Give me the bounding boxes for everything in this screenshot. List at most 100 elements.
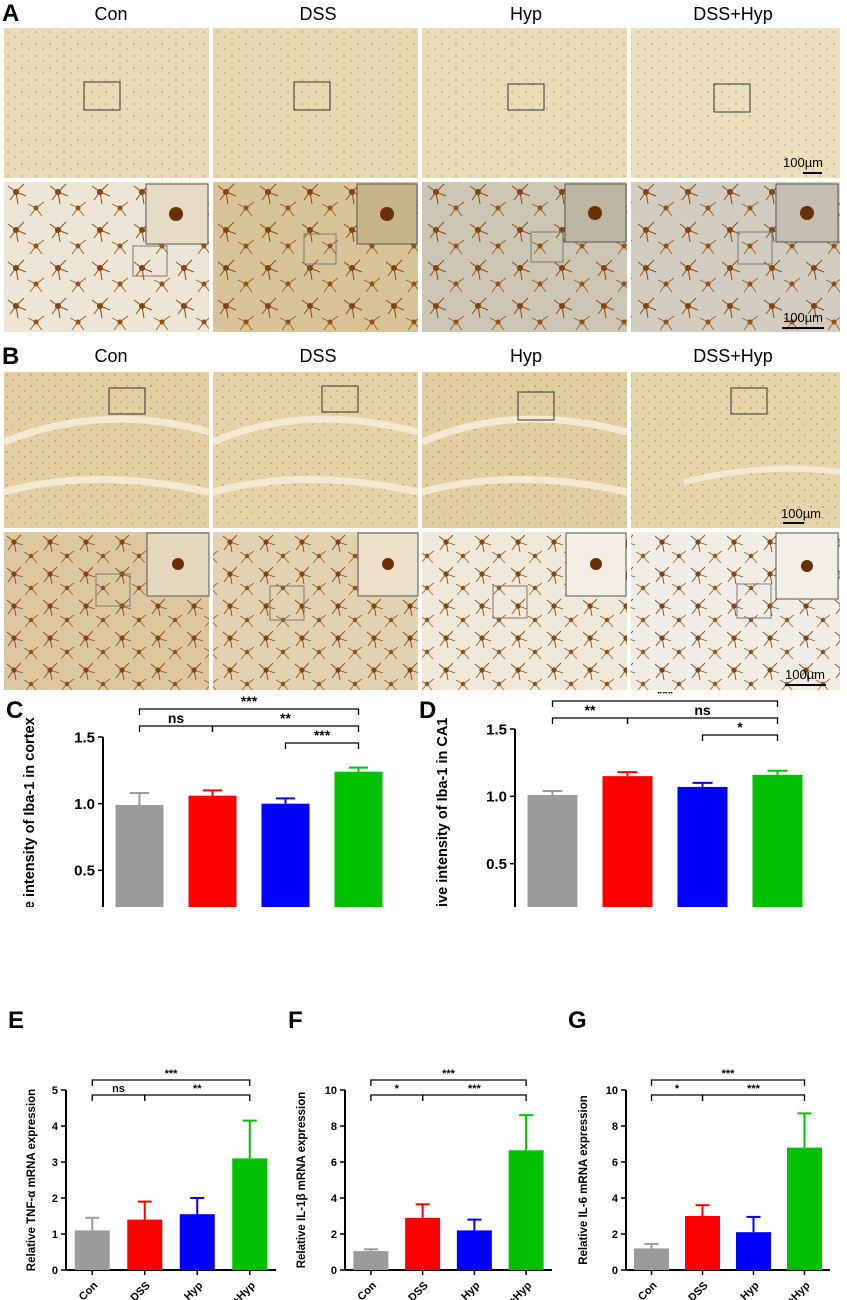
x-tick-label: Hyp bbox=[738, 1279, 761, 1300]
y-axis-label: Relative intensity of Iba-1 in CA1 bbox=[435, 718, 451, 907]
y-tick-label: 0 bbox=[331, 1265, 337, 1277]
significance-bracket bbox=[421, 1094, 527, 1101]
y-tick-label: 1.0 bbox=[74, 796, 95, 813]
significance-label: ** bbox=[280, 710, 291, 726]
significance-label: *** bbox=[241, 693, 258, 709]
significance-bracket bbox=[370, 1079, 527, 1086]
x-tick-label: DSS bbox=[406, 1280, 430, 1300]
x-tick-label: DSS+Hyp bbox=[491, 1279, 535, 1300]
bar-e-1 bbox=[127, 1219, 163, 1270]
chart-f: F 0 2 4 6 8 10 Relative IL-1β mRNA expression Co… bbox=[288, 1007, 552, 1300]
significance-label: ** bbox=[193, 1083, 202, 1095]
panel-b-scalebar-top: 100µm bbox=[781, 506, 822, 521]
panel-b-label-con: Con bbox=[94, 346, 128, 366]
bar-f-0 bbox=[353, 1251, 389, 1270]
panel-b-label-dsshyp: DSS+Hyp bbox=[693, 346, 773, 366]
significance-label: *** bbox=[314, 727, 331, 743]
y-tick-label: 1.5 bbox=[74, 729, 95, 746]
y-tick-label: 1 bbox=[52, 1229, 58, 1241]
bar-e-3 bbox=[232, 1158, 268, 1270]
significance-bracket bbox=[144, 1094, 251, 1101]
x-tick-label: DSS+Hyp bbox=[214, 1279, 258, 1300]
panel-a-label-hyp: Hyp bbox=[509, 4, 542, 24]
bar-f-3 bbox=[508, 1150, 544, 1270]
panel-a-micrographs: 100µm 100µm bbox=[4, 28, 840, 332]
significance-label: * bbox=[395, 1083, 400, 1095]
significance-label: *** bbox=[747, 1083, 761, 1095]
significance-label: ns bbox=[168, 710, 185, 726]
y-axis-label: Relative IL-1β mRNA expression bbox=[296, 1092, 308, 1269]
significance-label: * bbox=[675, 1083, 680, 1095]
panel-b-bottom-row bbox=[4, 522, 840, 690]
significance-label: *** bbox=[657, 692, 674, 701]
panel-b-label-dss: DSS bbox=[299, 346, 337, 366]
panel-b-top-row bbox=[4, 372, 840, 528]
y-tick-label: 2 bbox=[331, 1229, 337, 1241]
significance-bracket bbox=[650, 1094, 704, 1101]
bar-c-2 bbox=[261, 803, 310, 907]
significance-bracket bbox=[91, 1094, 146, 1101]
panel-letter-e: E bbox=[8, 1007, 24, 1034]
x-tick-label: DSS bbox=[686, 1280, 710, 1300]
significance-bracket bbox=[138, 725, 214, 732]
panel-a-label-dsshyp: DSS+Hyp bbox=[693, 4, 773, 24]
panel-b-micrographs: 100µm 100µm bbox=[4, 372, 840, 690]
significance-label: * bbox=[737, 719, 743, 735]
significance-bracket bbox=[650, 1079, 806, 1086]
y-tick-label: 5 bbox=[52, 1085, 58, 1097]
x-tick-label: Con bbox=[355, 1279, 379, 1300]
significance-bracket bbox=[370, 1094, 424, 1101]
y-axis-label: Relative IL-6 mRNA expression bbox=[578, 1095, 590, 1265]
significance-bracket bbox=[211, 725, 360, 732]
significance-label: ** bbox=[585, 702, 596, 718]
panel-a-image-grid bbox=[4, 28, 840, 332]
y-tick-label: 10 bbox=[606, 1085, 618, 1097]
bar-e-0 bbox=[74, 1230, 110, 1270]
y-tick-label: 4 bbox=[331, 1193, 338, 1205]
bar-c-0 bbox=[115, 805, 164, 907]
y-tick-label: 6 bbox=[331, 1157, 337, 1169]
significance-bracket bbox=[284, 742, 360, 749]
y-tick-label: 2 bbox=[612, 1229, 618, 1241]
bar-g-0 bbox=[634, 1248, 669, 1270]
significance-bracket bbox=[701, 1094, 806, 1101]
panel-letter-c: C bbox=[6, 697, 23, 724]
panel-b-scalebar-bottom: 100µm bbox=[785, 667, 826, 682]
panel-a-scalebar-bottom: 100µm bbox=[783, 310, 824, 325]
significance-bracket bbox=[626, 717, 779, 724]
y-tick-label: 10 bbox=[325, 1085, 337, 1097]
bar-g-1 bbox=[685, 1216, 720, 1270]
significance-bracket bbox=[551, 700, 779, 707]
bar-e-2 bbox=[179, 1214, 215, 1270]
bar-d-3 bbox=[752, 774, 803, 907]
chart-g: G 0 2 4 6 8 10 Relative IL-6 mRNA expression Con… bbox=[568, 1007, 830, 1300]
bar-g-2 bbox=[736, 1232, 771, 1270]
y-axis-label: Relative intensity of Iba-1 in cortex bbox=[22, 717, 38, 907]
bar-f-2 bbox=[456, 1230, 492, 1270]
panel-a-scalebar-top: 100µm bbox=[783, 155, 824, 170]
panel-letter-d: D bbox=[419, 697, 436, 724]
y-tick-label: 1.5 bbox=[486, 721, 507, 738]
bar-c-1 bbox=[188, 795, 237, 907]
y-tick-label: 0.5 bbox=[74, 863, 95, 880]
y-tick-label: 8 bbox=[612, 1121, 618, 1133]
panel-a-bottom-row bbox=[4, 182, 840, 332]
significance-bracket bbox=[701, 734, 779, 741]
bar-d-1 bbox=[602, 776, 653, 907]
bar-g-3 bbox=[787, 1147, 822, 1270]
bar-d-0 bbox=[527, 794, 578, 907]
y-tick-label: 1.0 bbox=[486, 789, 507, 806]
panel-letter-b: B bbox=[2, 343, 20, 370]
y-tick-label: 0.5 bbox=[486, 856, 507, 873]
significance-label: *** bbox=[442, 1068, 456, 1080]
x-tick-label: Con bbox=[77, 1279, 101, 1300]
significance-bracket bbox=[551, 717, 629, 724]
y-tick-label: 4 bbox=[52, 1121, 59, 1133]
panel-b-label-hyp: Hyp bbox=[509, 346, 542, 366]
x-tick-label: Con bbox=[636, 1279, 660, 1300]
panel-letter-a: A bbox=[2, 0, 20, 27]
significance-label: *** bbox=[165, 1068, 179, 1080]
y-tick-label: 8 bbox=[331, 1121, 337, 1133]
